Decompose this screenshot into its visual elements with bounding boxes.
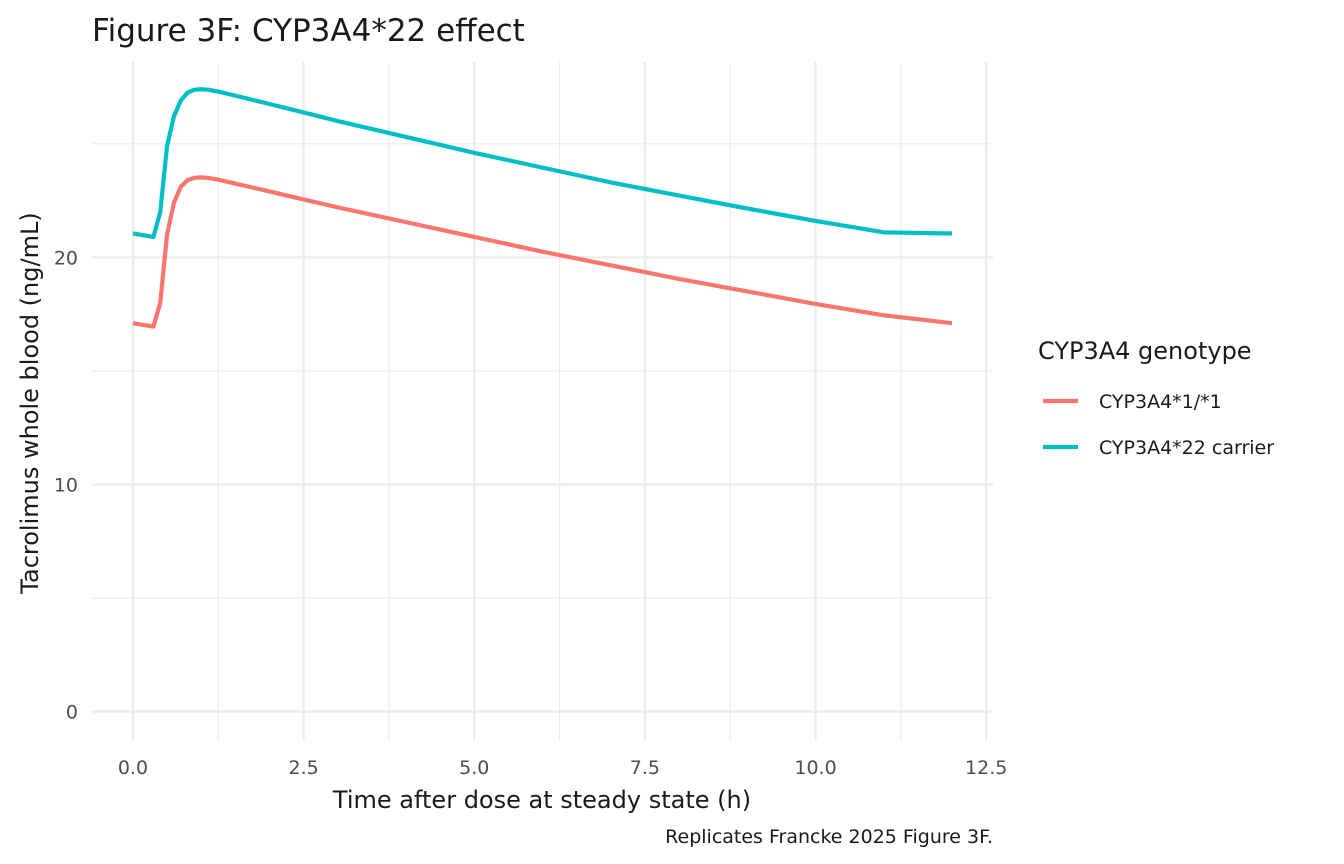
y-axis-title: Tacrolimus whole blood (ng/mL) [16,212,44,594]
x-tick-label: 0.0 [118,757,148,779]
legend-label: CYP3A4*22 carrier [1099,437,1274,459]
x-tick-label: 7.5 [630,757,660,779]
legend: CYP3A4 genotype CYP3A4*1/*1 CYP3A4*22 car… [1038,337,1274,459]
series-lines [132,87,953,329]
x-tick-label: 10.0 [794,757,836,779]
grid [92,62,993,740]
series-line [132,175,953,329]
y-axis-ticks: 0 10 20 [54,247,78,723]
x-axis-ticks: 0.0 2.5 5.0 7.5 10.0 12.5 [118,757,1007,779]
x-tick-label: 12.5 [965,757,1007,779]
y-tick-label: 20 [54,247,78,269]
chart-caption: Replicates Francke 2025 Figure 3F. [665,826,993,848]
x-axis-title: Time after dose at steady state (h) [332,786,751,814]
x-tick-label: 2.5 [288,757,318,779]
legend-title: CYP3A4 genotype [1038,337,1252,365]
series-line [132,87,953,239]
x-tick-label: 5.0 [459,757,489,779]
y-tick-label: 0 [66,702,78,724]
y-tick-label: 10 [54,474,78,496]
chart-title: Figure 3F: CYP3A4*22 effect [92,13,525,49]
legend-items: CYP3A4*1/*1 CYP3A4*22 carrier [1043,391,1274,459]
legend-label: CYP3A4*1/*1 [1099,391,1222,413]
